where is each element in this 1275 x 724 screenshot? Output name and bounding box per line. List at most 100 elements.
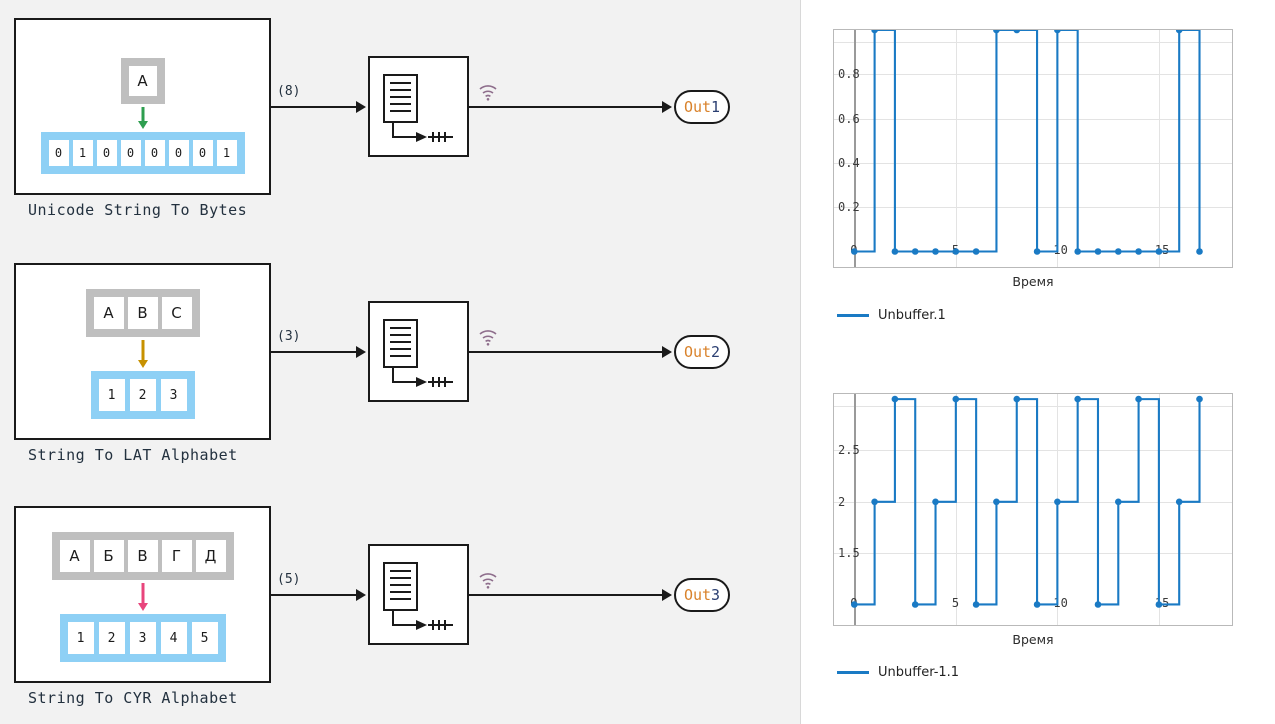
dest-value-cell: 1 xyxy=(67,622,94,654)
dest-value-cell: 1 xyxy=(216,140,237,166)
unbuffer-block-string-to-lat-alphabet[interactable] xyxy=(368,300,469,402)
dest-value-cell: 0 xyxy=(144,140,165,166)
unbuffer-block-unicode-string-to-bytes[interactable] xyxy=(368,55,469,157)
dest-value-cell: 1 xyxy=(72,140,93,166)
y-tick-label: 0.4 xyxy=(838,155,860,170)
source-char-cell: Г xyxy=(161,540,192,572)
wireless-signal-icon xyxy=(477,80,499,102)
legend-swatch xyxy=(837,671,869,674)
gridline-horizontal xyxy=(834,42,1232,43)
source-tray-unicode-string-to-bytes: A xyxy=(120,58,165,104)
subsystem-label-unicode-string-to-bytes: Unicode String To Bytes xyxy=(28,201,248,219)
model-canvas[interactable]: A 0 1 0 0 0 0 0 1 Unicode String To Bytes (8) Out 1 A… xyxy=(0,0,801,724)
chart-legend: Unbuffer-1.1 xyxy=(837,665,959,680)
dest-value-cell: 3 xyxy=(160,379,187,411)
dest-value-cell: 2 xyxy=(98,622,125,654)
y-tick-label: 0.8 xyxy=(838,67,860,82)
scope-panel: 0.20.40.60.8051015ВремяUnbuffer.11.522.5… xyxy=(801,0,1275,724)
wire-arrowhead xyxy=(356,588,366,601)
signal-wire-in-string-to-cyr-alphabet xyxy=(271,593,356,596)
wireless-signal-icon xyxy=(477,568,499,590)
legend-label: Unbuffer-1.1 xyxy=(878,665,960,680)
gridline-horizontal xyxy=(834,119,1232,120)
dest-value-cell: 3 xyxy=(129,622,156,654)
outport-number: 3 xyxy=(711,585,721,604)
source-char-cell: Д xyxy=(195,540,226,572)
source-char-cell: В xyxy=(127,540,158,572)
signal-wire-out-string-to-lat-alphabet xyxy=(469,350,662,353)
dest-value-cell: 4 xyxy=(160,622,187,654)
signal-width-label-string-to-cyr-alphabet: (5) xyxy=(277,571,301,587)
series-Unbuffer.1 xyxy=(834,26,1232,267)
dest-value-cell: 0 xyxy=(48,140,69,166)
scope-unbuffer-1-1: 1.522.5051015 xyxy=(833,393,1233,626)
dest-value-cell: 0 xyxy=(96,140,117,166)
transform-arrow-string-to-lat-alphabet xyxy=(136,340,150,368)
outport-word: Out xyxy=(683,97,712,116)
y-tick-label: 1.5 xyxy=(838,546,860,561)
gridline-horizontal xyxy=(834,163,1232,164)
dest-value-cell: 2 xyxy=(129,379,156,411)
scope-unbuffer-1: 0.20.40.60.8051015 xyxy=(833,26,1233,268)
source-char-cell: B xyxy=(127,297,158,329)
subsystem-label-string-to-lat-alphabet: String To LAT Alphabet xyxy=(28,446,238,464)
wire-arrowhead xyxy=(356,345,366,358)
subsystem-label-string-to-cyr-alphabet: String To CYR Alphabet xyxy=(28,689,238,707)
signal-width-label-unicode-string-to-bytes: (8) xyxy=(277,83,301,99)
outport-out3[interactable]: Out 3 xyxy=(674,577,730,612)
gridline-horizontal xyxy=(834,207,1232,208)
signal-wire-out-string-to-cyr-alphabet xyxy=(469,593,662,596)
gridline-horizontal xyxy=(834,502,1232,503)
transform-arrow-string-to-cyr-alphabet xyxy=(136,583,150,611)
unbuffer-block-string-to-cyr-alphabet[interactable] xyxy=(368,543,469,645)
dest-value-cell: 0 xyxy=(168,140,189,166)
unbuffer-block-icon xyxy=(383,318,453,387)
outport-number: 2 xyxy=(711,342,721,361)
source-char-cell: C xyxy=(161,297,192,329)
dest-value-cell: 5 xyxy=(191,622,218,654)
wireless-signal-icon xyxy=(477,325,499,347)
y-tick-label: 2 xyxy=(838,494,846,509)
dest-value-cell: 0 xyxy=(120,140,141,166)
gridline-vertical xyxy=(1159,30,1160,267)
y-tick-label: 2.5 xyxy=(838,443,860,458)
source-char-cell: A xyxy=(93,297,124,329)
transform-arrow-unicode-string-to-bytes xyxy=(136,107,150,129)
legend-label: Unbuffer.1 xyxy=(878,308,946,323)
dest-value-cell: 0 xyxy=(192,140,213,166)
signal-wire-in-unicode-string-to-bytes xyxy=(271,105,356,108)
x-axis-title: Время xyxy=(1012,274,1054,289)
outport-number: 1 xyxy=(711,97,721,116)
unbuffer-block-icon xyxy=(383,73,453,142)
source-char-cell: А xyxy=(59,540,90,572)
wire-arrowhead xyxy=(662,588,672,601)
signal-wire-out-unicode-string-to-bytes xyxy=(469,105,662,108)
outport-word: Out xyxy=(683,342,712,361)
unbuffer-block-icon xyxy=(383,561,453,630)
outport-out2[interactable]: Out 2 xyxy=(674,334,730,369)
y-axis-line xyxy=(854,30,856,267)
gridline-horizontal xyxy=(834,74,1232,75)
source-char-cell: A xyxy=(128,66,157,96)
dest-value-cell: 1 xyxy=(98,379,125,411)
y-tick-label: 0.6 xyxy=(838,111,860,126)
gridline-vertical xyxy=(956,394,957,625)
gridline-horizontal xyxy=(834,406,1232,407)
chart-legend: Unbuffer.1 xyxy=(837,308,946,323)
wire-arrowhead xyxy=(662,345,672,358)
x-axis-title: Время xyxy=(1012,632,1054,647)
outport-out1[interactable]: Out 1 xyxy=(674,89,730,124)
outport-word: Out xyxy=(683,585,712,604)
legend-swatch xyxy=(837,314,869,317)
signal-width-label-string-to-lat-alphabet: (3) xyxy=(277,328,301,344)
gridline-horizontal xyxy=(834,553,1232,554)
gridline-vertical xyxy=(956,30,957,267)
source-char-cell: Б xyxy=(93,540,124,572)
x-tick-label: 5 xyxy=(951,596,960,611)
wire-arrowhead xyxy=(662,100,672,113)
